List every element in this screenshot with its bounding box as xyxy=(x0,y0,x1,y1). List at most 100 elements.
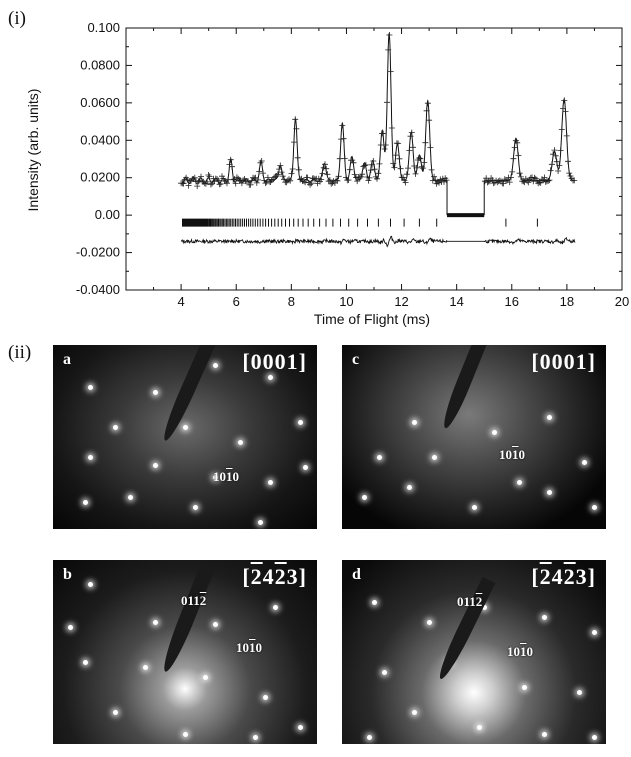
subpanel-label: d xyxy=(352,566,361,583)
y-tick-label: 0.0400 xyxy=(80,132,120,147)
excluded-region xyxy=(447,213,485,218)
x-tick-label: 16 xyxy=(505,294,519,309)
calculated-profile-left xyxy=(180,33,448,185)
diffraction-spot xyxy=(83,500,88,505)
x-tick-label: 6 xyxy=(233,294,240,309)
diffraction-spot xyxy=(547,415,552,420)
reflection-index-label: 1010 xyxy=(236,640,262,655)
tof-diffraction-chart: 4 6 8 10 12 14 16 18 20 -0.0400 -0.0200 0.00 0.0200 0… xyxy=(25,20,629,327)
y-tick-label: 0.100 xyxy=(87,20,120,35)
plot-frame xyxy=(125,27,623,291)
reflection-index-label: 0112 xyxy=(457,594,483,609)
diffraction-spot xyxy=(83,660,88,665)
diffraction-spot xyxy=(592,735,597,740)
diffraction-spot xyxy=(542,732,547,737)
subpanel-label: a xyxy=(63,351,71,368)
reflection-index-label: 1010 xyxy=(499,447,525,462)
diffraction-panel-b: b [2423] 0112 1010 xyxy=(53,560,317,744)
diffuse-background xyxy=(53,560,317,744)
diffraction-spot xyxy=(273,605,278,610)
diffraction-spot xyxy=(412,710,417,715)
diffraction-panel-c: c [0001] 1010 xyxy=(342,345,606,529)
diffraction-panel-a: a [0001] 1010 xyxy=(53,345,317,529)
reflection-index-label: 1010 xyxy=(213,469,239,484)
difference-curve xyxy=(180,235,576,248)
diffraction-spot xyxy=(153,463,158,468)
diffraction-spot xyxy=(88,582,93,587)
diffraction-spot xyxy=(263,695,268,700)
reflection-index-label: 0112 xyxy=(181,593,207,608)
diffraction-spot xyxy=(427,620,432,625)
diffraction-spot xyxy=(258,520,263,525)
diffraction-spot xyxy=(203,675,208,680)
diffraction-spot xyxy=(253,735,258,740)
diffraction-spot xyxy=(213,475,218,480)
diffraction-spot xyxy=(213,363,218,368)
panel-label-i: (i) xyxy=(8,8,26,29)
diffraction-spot xyxy=(382,670,387,675)
x-tick-label: 20 xyxy=(615,294,629,309)
diffraction-spot xyxy=(68,625,73,630)
diffraction-spot xyxy=(183,425,188,430)
y-tick-label: 0.00 xyxy=(95,207,120,222)
zone-axis-label: [2423] xyxy=(242,564,307,589)
zone-axis-label: [0001] xyxy=(531,349,596,374)
x-tick-label: 12 xyxy=(394,294,408,309)
diffraction-spot xyxy=(153,620,158,625)
diffraction-spot xyxy=(592,630,597,635)
diffraction-spot xyxy=(542,615,547,620)
diffuse-background xyxy=(53,345,317,529)
diffraction-panel-d: d [2423] 0112 1010 xyxy=(342,560,606,744)
x-tick-label: 14 xyxy=(449,294,463,309)
diffraction-spot xyxy=(522,685,527,690)
diffraction-spot xyxy=(482,605,487,610)
diffuse-background xyxy=(342,560,606,744)
observed-data-crosses xyxy=(178,32,578,190)
diffraction-spot xyxy=(88,385,93,390)
x-tick-label: 8 xyxy=(288,294,295,309)
diffraction-spot xyxy=(377,455,382,460)
diffraction-spot xyxy=(432,455,437,460)
diffraction-spot xyxy=(143,665,148,670)
diffraction-spot xyxy=(113,710,118,715)
diffraction-spot xyxy=(193,505,198,510)
reflection-index-label: 1010 xyxy=(507,644,533,659)
x-tick-label: 10 xyxy=(339,294,353,309)
diffraction-spot xyxy=(477,725,482,730)
diffraction-spot xyxy=(412,420,417,425)
panel-label-ii: (ii) xyxy=(8,342,32,363)
diffraction-spot xyxy=(298,725,303,730)
diffraction-spot xyxy=(128,495,133,500)
diffraction-spot xyxy=(517,480,522,485)
y-tick-label: 0.0200 xyxy=(80,170,120,185)
diffraction-spot xyxy=(298,420,303,425)
diffraction-spot xyxy=(372,600,377,605)
diffraction-spot xyxy=(303,465,308,470)
reflection-tick-marks xyxy=(182,218,538,227)
diffraction-spot xyxy=(153,390,158,395)
diffraction-spot xyxy=(547,490,552,495)
diffraction-spot xyxy=(268,480,273,485)
diffraction-spot xyxy=(183,732,188,737)
diffraction-spot xyxy=(407,485,412,490)
diffraction-spot xyxy=(592,505,597,510)
diffraction-spot xyxy=(238,440,243,445)
diffraction-spot xyxy=(472,505,477,510)
diffraction-spot xyxy=(213,622,218,627)
diffraction-spot xyxy=(492,430,497,435)
calculated-profile-right xyxy=(484,97,576,182)
y-tick-label: -0.0200 xyxy=(76,245,120,260)
y-tick-label: 0.0800 xyxy=(80,57,120,72)
subpanel-label: c xyxy=(352,351,360,368)
diffraction-spot xyxy=(577,690,582,695)
zone-axis-label: [2423] xyxy=(531,564,596,589)
y-axis-label: Intensity (arb. units) xyxy=(25,89,41,212)
chart-axes: 4 6 8 10 12 14 16 18 20 -0.0400 -0.0200 0.00 0.0200 0… xyxy=(76,20,629,309)
diffraction-spot xyxy=(362,495,367,500)
diffraction-spot xyxy=(268,375,273,380)
chart-series xyxy=(178,32,578,248)
x-tick-label: 18 xyxy=(560,294,574,309)
y-tick-label: -0.0400 xyxy=(76,282,120,297)
diffraction-spot xyxy=(582,460,587,465)
x-tick-label: 4 xyxy=(177,294,184,309)
